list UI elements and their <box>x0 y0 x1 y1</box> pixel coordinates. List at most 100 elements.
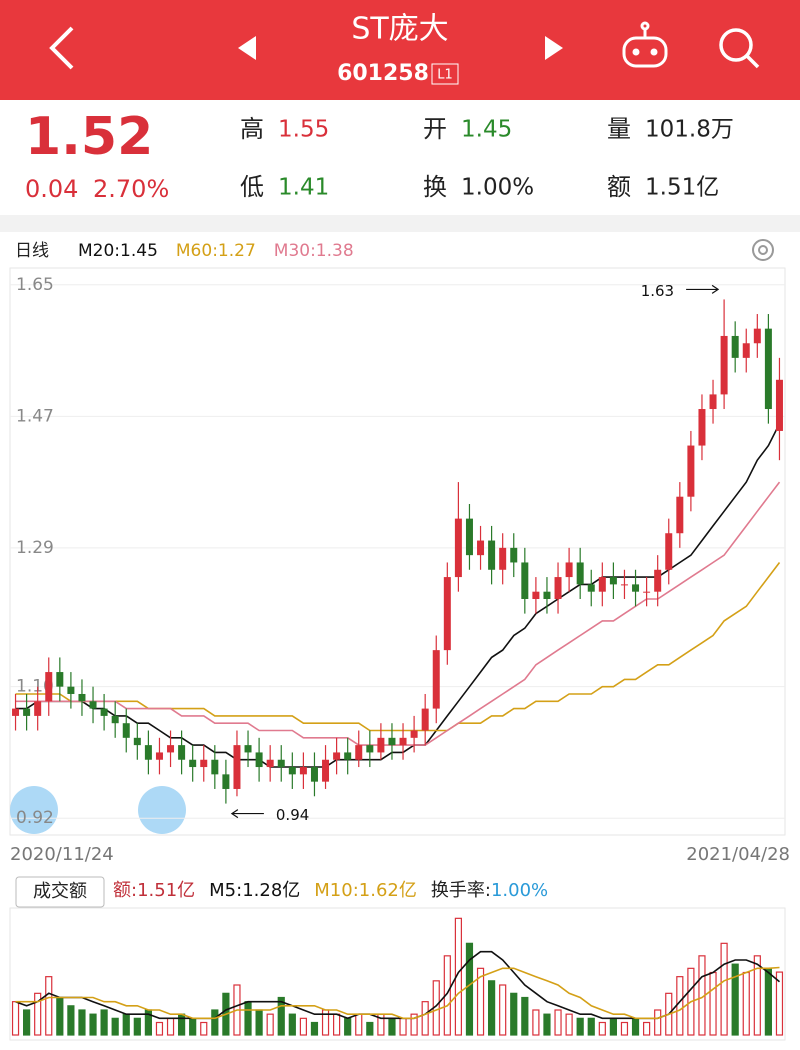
volume-bar <box>11 1001 20 1036</box>
ma-legend: M30:1.38 <box>274 241 354 261</box>
candle-body <box>211 759 219 775</box>
volume-bar <box>388 1017 396 1036</box>
separator <box>0 215 800 232</box>
stat-label: 低 <box>240 173 264 201</box>
candle-body <box>388 737 396 746</box>
next-button[interactable] <box>545 36 563 60</box>
volume-bar <box>576 1017 584 1036</box>
volume-bar <box>288 1013 296 1036</box>
volume-ma-legend: M5:1.28亿 <box>209 880 300 901</box>
volume-bar <box>499 984 507 1036</box>
date-start: 2020/11/24 <box>10 844 114 865</box>
robot-icon[interactable] <box>622 21 668 68</box>
candle-body <box>222 774 230 789</box>
ma-line <box>15 562 781 732</box>
candle-body <box>144 745 152 760</box>
volume-bar <box>211 1009 219 1036</box>
volume-label: 额:1.51亿 <box>113 880 195 901</box>
search-icon[interactable] <box>719 28 760 69</box>
candle-body <box>543 591 551 599</box>
scroll-button[interactable] <box>10 786 58 834</box>
candle-body <box>532 591 540 599</box>
candle-body <box>465 518 473 556</box>
volume-bar <box>775 971 784 1036</box>
volume-bar <box>643 1021 651 1036</box>
volume-ma-line <box>15 950 781 1020</box>
volume-bar <box>587 1017 595 1036</box>
candle-body <box>12 708 20 716</box>
volume-bar <box>166 1017 175 1036</box>
ma-legend: M60:1.27 <box>176 241 256 261</box>
volume-bar <box>510 992 518 1036</box>
prev-button[interactable] <box>238 36 256 60</box>
volume-bar <box>543 1013 551 1036</box>
candle-body <box>731 335 739 358</box>
candle-body <box>78 693 86 702</box>
settings-icon[interactable] <box>752 239 774 261</box>
candle-body <box>775 379 783 431</box>
volume-bar <box>654 1009 662 1036</box>
zoom-button[interactable] <box>138 786 186 834</box>
stat-value: 1.55 <box>278 117 329 143</box>
stat-value: 1.45 <box>461 117 512 143</box>
y-tick-label: 1.47 <box>16 406 54 426</box>
volume-bar <box>45 976 53 1036</box>
volume-bar <box>200 1021 208 1036</box>
candle-body <box>620 584 628 586</box>
volume-bar <box>753 955 761 1036</box>
volume-bar <box>189 1017 197 1036</box>
candle-body <box>510 547 518 563</box>
stock-code: 601258 <box>337 61 429 86</box>
stat-label: 量 <box>607 115 631 143</box>
volume-bar <box>731 963 739 1036</box>
volume-bar <box>277 996 285 1036</box>
candle-body <box>753 328 761 344</box>
volume-bar <box>67 1005 75 1036</box>
turnover-value: 1.00% <box>491 880 548 901</box>
volume-bar <box>34 992 42 1036</box>
back-button[interactable] <box>49 26 74 70</box>
volume-bar <box>620 1021 629 1036</box>
candle-body <box>488 540 496 570</box>
volume-bar <box>609 1017 617 1036</box>
candle-body <box>23 708 31 716</box>
volume-tab[interactable] <box>15 876 105 908</box>
volume-title: 成交额 <box>33 881 87 902</box>
candle-body <box>322 759 330 782</box>
price-panel <box>9 267 786 836</box>
candle-body <box>310 767 318 782</box>
y-tick-label: 1.10 <box>16 677 54 697</box>
candle-body <box>266 759 274 768</box>
y-tick-label: 0.92 <box>16 808 54 828</box>
volume-bar <box>310 1021 319 1036</box>
candle-body <box>521 562 529 599</box>
volume-bar <box>89 1013 97 1036</box>
candle-body <box>100 708 108 716</box>
volume-bar <box>344 1017 352 1036</box>
badge: L1 <box>437 68 453 83</box>
stat-label: 额 <box>607 173 631 201</box>
turnover-label: 换手率: <box>431 880 491 901</box>
ma-line <box>15 481 781 746</box>
volume-bar <box>521 996 529 1036</box>
change-pct: 2.70% <box>93 175 169 203</box>
volume-bar <box>443 955 451 1036</box>
annotation: 1.63 <box>641 282 674 300</box>
candle-body <box>244 745 252 753</box>
candle-body <box>764 328 772 410</box>
candle-body <box>454 518 462 578</box>
volume-bar <box>266 1013 274 1036</box>
volume-ma-line <box>15 966 780 1020</box>
candle-body <box>654 569 662 592</box>
candle-body <box>576 562 584 585</box>
volume-bar <box>122 1013 130 1036</box>
volume-bar <box>476 967 485 1036</box>
volume-bar <box>178 1013 186 1036</box>
annotation-arrowhead <box>230 809 239 819</box>
candle-body <box>200 759 208 768</box>
period-label: 日线 <box>15 241 49 261</box>
volume-bar <box>333 1013 341 1036</box>
volume-bar <box>100 1009 108 1036</box>
